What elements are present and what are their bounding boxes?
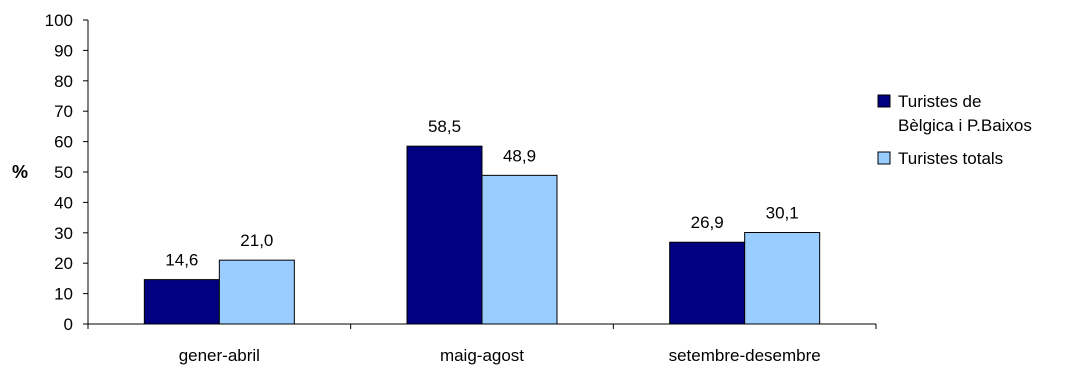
y-tick-label: 60 bbox=[54, 133, 73, 152]
y-tick-label: 20 bbox=[54, 254, 73, 273]
legend-swatch-1 bbox=[877, 94, 891, 108]
data-label: 48,9 bbox=[503, 146, 536, 165]
y-tick-label: 40 bbox=[54, 193, 73, 212]
y-tick-label: 100 bbox=[45, 11, 73, 30]
bar-series-2 bbox=[744, 231, 821, 325]
x-tick-label: maig-agost bbox=[440, 346, 524, 365]
data-labels: 14,6 58,5 26,9 21,0 48,9 30,1 bbox=[165, 117, 798, 269]
y-tick-label: 50 bbox=[54, 163, 73, 182]
legend-swatch-2 bbox=[877, 151, 891, 165]
data-label: 30,1 bbox=[766, 203, 799, 222]
data-label: 21,0 bbox=[240, 231, 273, 250]
x-tick-label: setembre-desembre bbox=[669, 346, 821, 365]
data-label: 58,5 bbox=[428, 117, 461, 136]
legend-label-1: Turistes de bbox=[898, 92, 981, 111]
legend: Turistes de Bèlgica i P.Baixos Turistes to… bbox=[877, 92, 1032, 168]
data-label: 26,9 bbox=[691, 213, 724, 232]
axes: 0 10 20 30 40 50 60 70 80 90 100 gener-abril maig-ag… bbox=[45, 11, 877, 365]
y-tick-label: 70 bbox=[54, 102, 73, 121]
y-axis-title: % bbox=[12, 162, 28, 182]
x-tick-label: gener-abril bbox=[179, 346, 260, 365]
y-tick-label: 80 bbox=[54, 72, 73, 91]
legend-label-2: Turistes totals bbox=[898, 149, 1003, 168]
y-tick-label: 10 bbox=[54, 285, 73, 304]
bar-series-2 bbox=[218, 259, 295, 325]
bars bbox=[143, 145, 821, 325]
bar-series-1 bbox=[669, 241, 746, 325]
data-label: 14,6 bbox=[165, 251, 198, 270]
bar-series-2 bbox=[481, 174, 558, 325]
bar-series-1 bbox=[406, 145, 483, 325]
y-tick-label: 0 bbox=[64, 315, 73, 334]
y-tick-label: 90 bbox=[54, 41, 73, 60]
legend-label-1: Bèlgica i P.Baixos bbox=[898, 116, 1032, 135]
y-tick-label: 30 bbox=[54, 224, 73, 243]
bar-series-1 bbox=[143, 279, 220, 325]
